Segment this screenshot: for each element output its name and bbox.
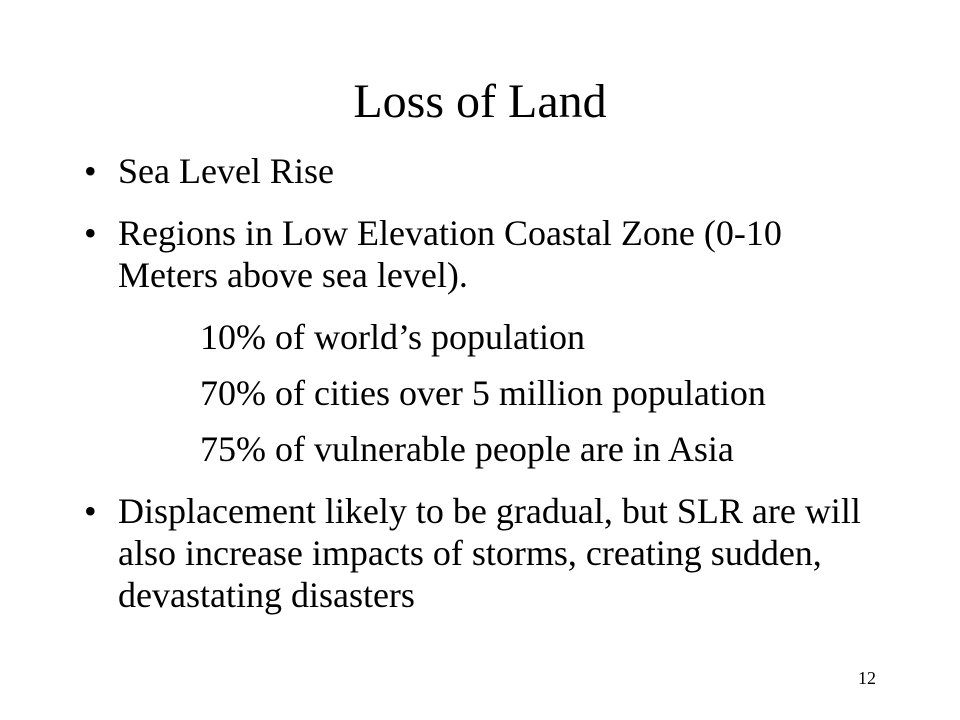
bullet-text: Displacement likely to be gradual, but S… [118,491,861,615]
bullet-text: Regions in Low Elevation Coastal Zone (0… [118,213,782,295]
sub-item: 10% of world’s population [200,317,585,357]
bullet-marker: • [84,491,97,531]
bullet-marker: • [84,151,97,191]
sub-item: 75% of vulnerable people are in Asia [200,429,734,469]
sub-list: 10% of world’s population 70% of cities … [84,316,884,470]
bullet-item: • Displacement likely to be gradual, but… [84,490,884,616]
sub-list-container: 10% of world’s population 70% of cities … [84,316,884,470]
page-number: 12 [858,668,876,688]
sub-item: 70% of cities over 5 million population [200,373,766,413]
bullet-list: • Sea Level Rise • Regions in Low Elevat… [84,150,884,636]
bullet-text: Sea Level Rise [118,151,334,191]
bullet-marker: • [84,213,97,253]
slide-title: Loss of Land [353,75,607,128]
bullet-item: • Sea Level Rise [84,150,884,192]
bullet-item: • Regions in Low Elevation Coastal Zone … [84,212,884,296]
